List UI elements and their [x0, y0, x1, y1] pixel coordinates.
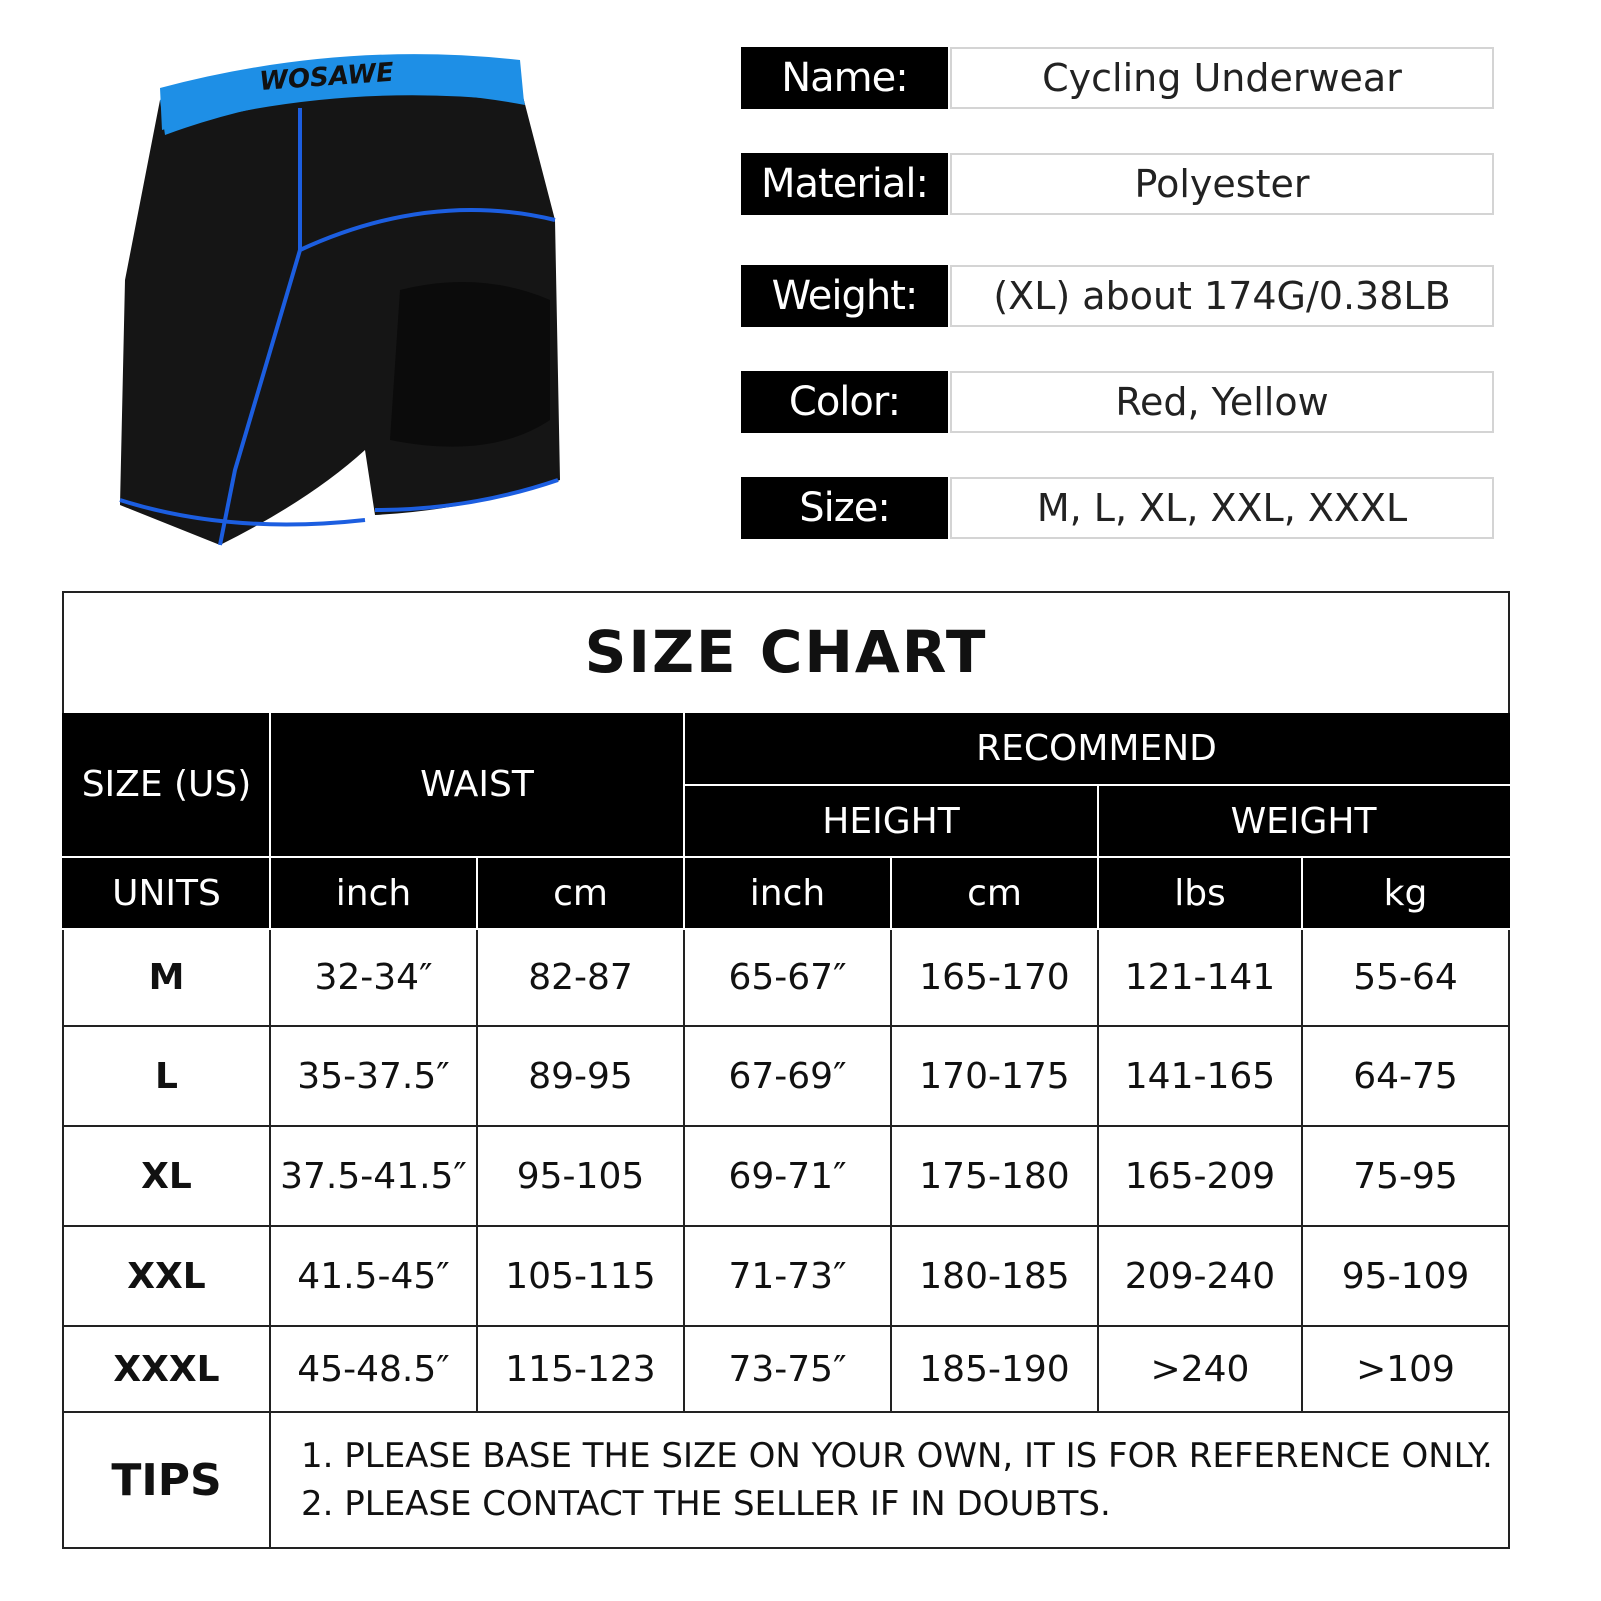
- value-cell: 41.5-45″: [269, 1225, 478, 1327]
- tips-label: TIPS: [62, 1411, 271, 1549]
- size-cell: XL: [62, 1125, 271, 1227]
- header-weight: WEIGHT: [1096, 784, 1511, 858]
- value-cell: 55-64: [1300, 928, 1511, 1027]
- header-size: SIZE (US): [62, 711, 271, 858]
- cycling-shorts-image: WOSAWE: [119, 54, 560, 546]
- value-cell: 180-185: [890, 1225, 1099, 1327]
- value-cell: 32-34″: [269, 928, 478, 1027]
- table-row: XXXL 45-48.5″ 115-123 73-75″ 185-190 >240 >109: [62, 1325, 1511, 1413]
- spec-label: Color:: [741, 371, 948, 433]
- unit-header: kg: [1300, 856, 1511, 930]
- value-cell: 185-190: [890, 1325, 1099, 1413]
- value-cell: 209-240: [1097, 1225, 1303, 1327]
- size-cell: M: [62, 928, 271, 1027]
- value-cell: 121-141: [1097, 928, 1303, 1027]
- value-cell: 115-123: [476, 1325, 685, 1413]
- value-cell: 69-71″: [683, 1125, 892, 1227]
- spec-label: Material:: [741, 153, 948, 215]
- value-cell: 37.5-41.5″: [269, 1125, 478, 1227]
- value-cell: 165-170: [890, 928, 1099, 1027]
- value-cell: >109: [1300, 1325, 1511, 1413]
- value-cell: 71-73″: [683, 1225, 892, 1327]
- header-height: HEIGHT: [683, 784, 1099, 858]
- spec-label: Weight:: [741, 265, 948, 327]
- value-cell: 75-95: [1300, 1125, 1511, 1227]
- value-cell: >240: [1097, 1325, 1303, 1413]
- header-recommend: RECOMMEND: [682, 711, 1511, 786]
- value-cell: 67-69″: [683, 1025, 892, 1127]
- value-cell: 105-115: [476, 1225, 685, 1327]
- value-cell: 165-209: [1097, 1125, 1303, 1227]
- value-cell: 141-165: [1097, 1025, 1303, 1127]
- unit-header: cm: [890, 856, 1099, 930]
- unit-header: cm: [476, 856, 685, 930]
- spec-row: Name: Cycling Underwear: [741, 47, 1494, 109]
- spec-row: Color: Red, Yellow: [741, 371, 1494, 433]
- value-cell: 89-95: [476, 1025, 685, 1127]
- size-chart-title: SIZE CHART: [61, 591, 1511, 712]
- unit-header: UNITS: [62, 856, 271, 930]
- header-waist: WAIST: [269, 711, 685, 858]
- size-cell: L: [62, 1025, 271, 1127]
- value-cell: 95-105: [476, 1125, 685, 1227]
- value-cell: 175-180: [890, 1125, 1099, 1227]
- spec-label: Size:: [741, 477, 948, 539]
- spec-row: Size: M, L, XL, XXL, XXXL: [741, 477, 1494, 539]
- spec-value: Cycling Underwear: [950, 47, 1494, 109]
- spec-value: Red, Yellow: [950, 371, 1494, 433]
- value-cell: 73-75″: [683, 1325, 892, 1413]
- unit-header: lbs: [1097, 856, 1303, 930]
- size-cell: XXL: [62, 1225, 271, 1327]
- size-chart-table: SIZE CHART SIZE (US) WAIST RECOMMEND HEI…: [61, 591, 1511, 1549]
- table-row: L 35-37.5″ 89-95 67-69″ 170-175 141-165 64-75: [62, 1025, 1511, 1127]
- spec-row: Material: Polyester: [741, 153, 1494, 215]
- value-cell: 45-48.5″: [269, 1325, 478, 1413]
- spec-label: Name:: [741, 47, 948, 109]
- spec-row: Weight: (XL) about 174G/0.38LB: [741, 265, 1494, 327]
- tip-2: 2. PLEASE CONTACT THE SELLER IF IN DOUBT…: [301, 1484, 1111, 1524]
- value-cell: 95-109: [1300, 1225, 1511, 1327]
- table-row: M 32-34″ 82-87 65-67″ 165-170 121-141 55-64: [62, 928, 1511, 1027]
- table-row: XXL 41.5-45″ 105-115 71-73″ 180-185 209-240 95…: [62, 1225, 1511, 1327]
- unit-header: inch: [269, 856, 478, 930]
- spec-value: (XL) about 174G/0.38LB: [950, 265, 1494, 327]
- table-row: XL 37.5-41.5″ 95-105 69-71″ 175-180 165-209 75…: [62, 1125, 1511, 1227]
- value-cell: 64-75: [1300, 1025, 1511, 1127]
- value-cell: 35-37.5″: [269, 1025, 478, 1127]
- value-cell: 65-67″: [683, 928, 892, 1027]
- unit-header: inch: [683, 856, 892, 930]
- value-cell: 170-175: [890, 1025, 1099, 1127]
- tip-1: 1. PLEASE BASE THE SIZE ON YOUR OWN, IT …: [301, 1436, 1493, 1476]
- value-cell: 82-87: [476, 928, 685, 1027]
- spec-value: Polyester: [950, 153, 1494, 215]
- size-cell: XXXL: [62, 1325, 271, 1413]
- spec-value: M, L, XL, XXL, XXXL: [950, 477, 1494, 539]
- tips-text: 1. PLEASE BASE THE SIZE ON YOUR OWN, IT …: [268, 1411, 1511, 1549]
